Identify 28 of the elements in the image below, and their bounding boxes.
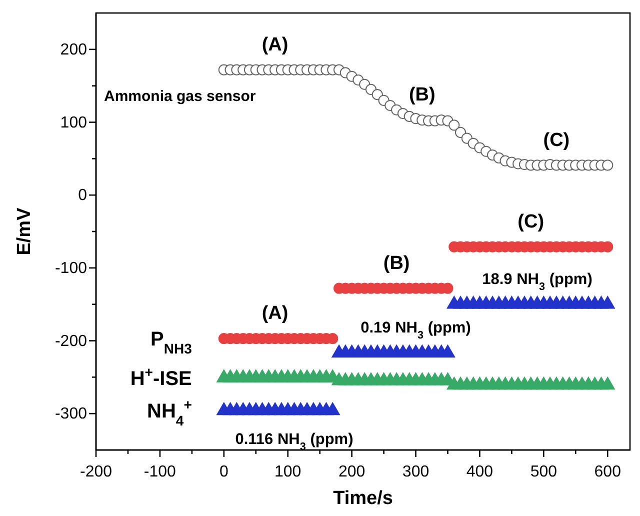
y-tick-label: 0 (78, 187, 88, 204)
y-tick-label: 100 (60, 114, 88, 132)
annotation: (A) (262, 34, 288, 56)
series-label: H$^{+}$-ISE (130, 364, 192, 390)
annotation: 18.9 NH$_{3}$ (ppm) (482, 270, 592, 293)
x-tick-label: -200 (80, 464, 112, 481)
annotation: (C) (543, 130, 570, 151)
y-tick-label: -100 (54, 260, 88, 278)
x-axis-title: Time/s (333, 488, 393, 509)
x-tick-label: 300 (402, 464, 430, 481)
x-tick-label: 400 (466, 464, 494, 481)
annotation: (C) (518, 211, 544, 232)
x-tick-label: 500 (530, 464, 558, 481)
y-tick-label: 200 (60, 42, 88, 59)
x-tick-label: 0 (219, 464, 228, 481)
annotation: (B) (408, 84, 436, 106)
x-tick-label: -100 (144, 464, 176, 481)
annotation: 0.19 NH$_{3}$ (ppm) (360, 320, 471, 342)
annotation: (A) (262, 303, 288, 324)
x-tick-label: 100 (274, 464, 302, 481)
x-tick-label: 600 (594, 464, 622, 481)
y-tick-label: -200 (54, 332, 88, 350)
y-tick-label: -300 (54, 406, 88, 423)
x-tick-label: 200 (338, 464, 366, 481)
annotation: (B) (383, 252, 410, 274)
y-axis-title: E/mV (14, 207, 35, 256)
series-label: Ammonia gas sensor (104, 88, 256, 106)
series-label: P$_{NH3}$ (150, 328, 192, 357)
